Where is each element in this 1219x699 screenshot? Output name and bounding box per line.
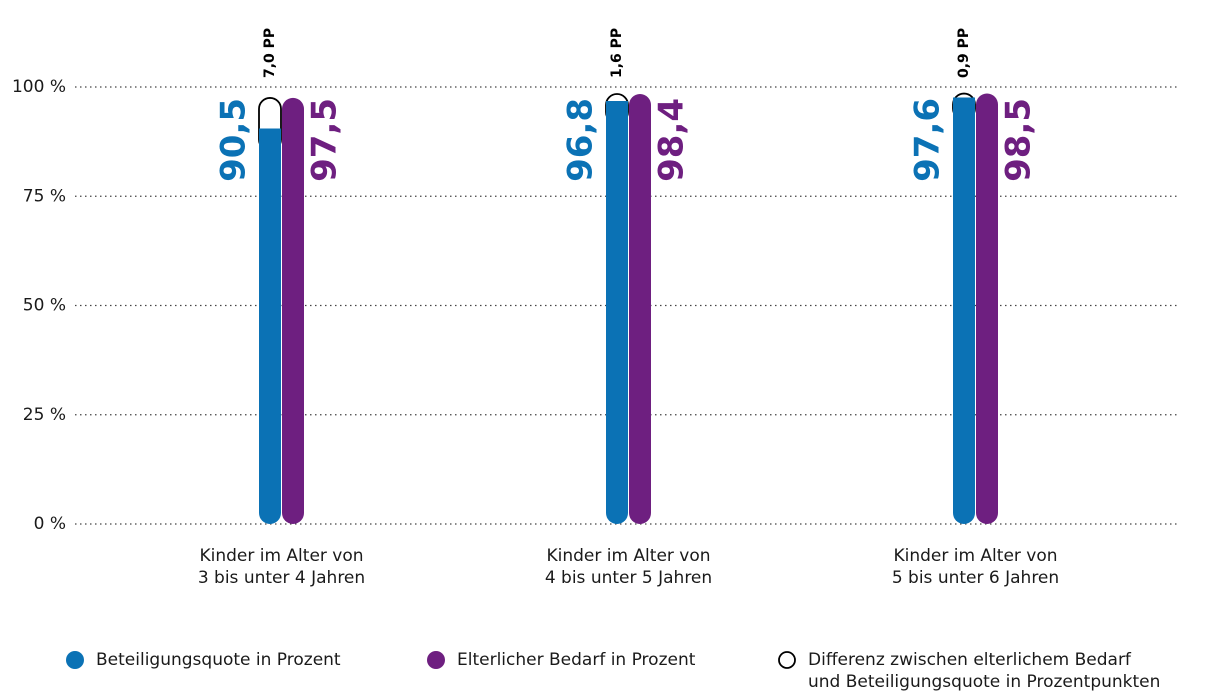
difference-label: 1,6 PP [609, 28, 625, 78]
legend-label: Beteiligungsquote in Prozent [96, 650, 341, 670]
bar [953, 97, 975, 524]
data-label: 98,4 [652, 98, 692, 182]
legend-marker [66, 651, 84, 669]
x-tick-label: Kinder im Alter von 4 bis unter 5 Jahren [545, 546, 712, 588]
y-tick-label: 100 % [12, 77, 66, 97]
y-tick-label: 50 % [23, 296, 66, 316]
data-label: 98,5 [999, 98, 1039, 182]
legend-marker [427, 651, 445, 669]
data-label: 97,5 [305, 98, 345, 182]
legend-label: Elterlicher Bedarf in Prozent [457, 650, 696, 670]
difference-label: 0,9 PP [956, 28, 972, 78]
y-tick-label: 0 % [34, 514, 66, 534]
bar [629, 93, 651, 524]
bar [976, 93, 998, 525]
data-label: 96,8 [561, 98, 601, 182]
x-tick-label: Kinder im Alter von 5 bis unter 6 Jahren [892, 546, 1059, 588]
legend-label: Differenz zwischen elterlichem Bedarf und… [808, 650, 1160, 692]
legend-marker [778, 651, 796, 669]
bar [606, 100, 628, 524]
x-tick-label: Kinder im Alter von 3 bis unter 4 Jahren [198, 546, 365, 588]
bar [282, 97, 304, 525]
y-tick-label: 25 % [23, 405, 66, 425]
data-label: 90,5 [214, 98, 254, 182]
bar [259, 128, 281, 524]
data-label: 97,6 [908, 98, 948, 182]
y-tick-label: 75 % [23, 186, 66, 206]
difference-label: 7,0 PP [262, 28, 278, 78]
